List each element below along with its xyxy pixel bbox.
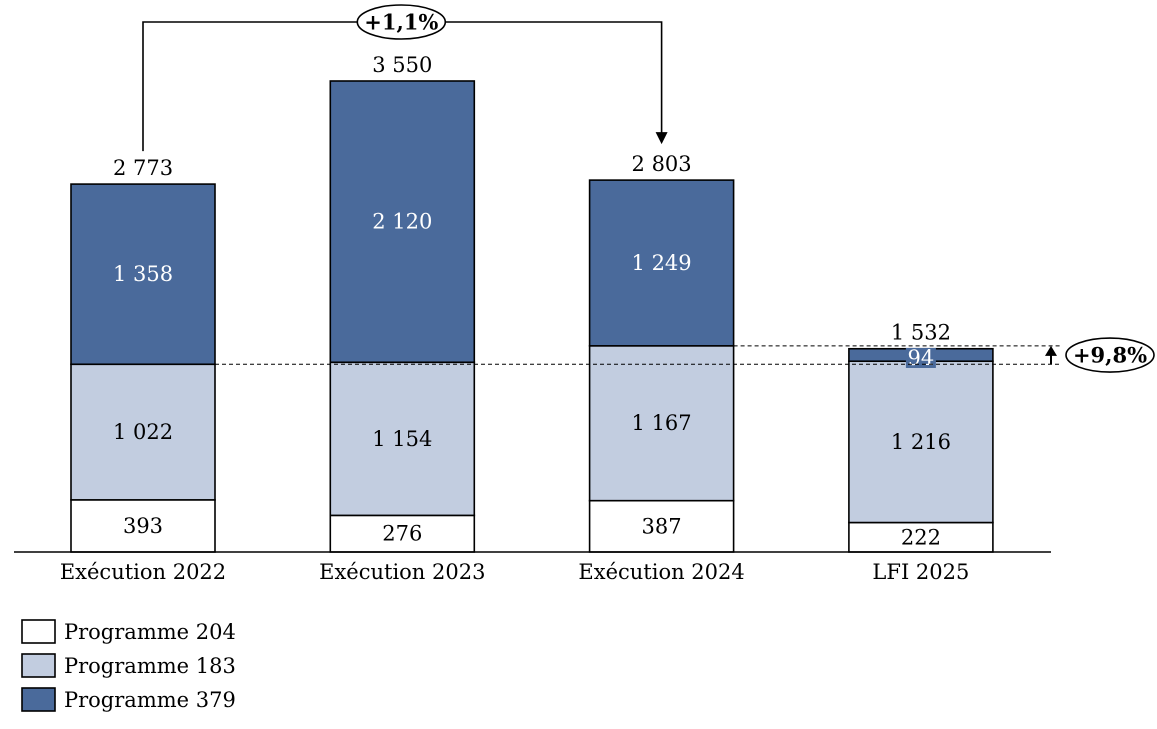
total-labels-group: 2 773 3 550 2 803 1 532	[113, 53, 951, 345]
segment-value-label: 94	[908, 346, 935, 370]
arrow-up-icon	[1045, 345, 1057, 356]
small-segment-label-box	[905, 347, 936, 368]
x-tick-label: LFI 2025	[872, 560, 969, 584]
bars-group	[70, 80, 994, 553]
legend-label: Programme 204	[64, 620, 236, 644]
legend-swatch	[21, 687, 56, 712]
bar-total-label: 3 550	[372, 53, 432, 77]
segment-value-label: 1 154	[372, 427, 432, 451]
bar-segment-programme-183	[70, 363, 216, 501]
growth-badge-ellipse	[1065, 337, 1155, 373]
segment-value-label: 1 358	[113, 262, 173, 286]
segment-value-label: 1 167	[632, 411, 692, 435]
bar-total-label: 1 532	[891, 321, 951, 345]
segment-value-label: 1 249	[632, 251, 692, 275]
bar-segment-programme-379	[70, 183, 216, 366]
arrow-down-icon	[655, 132, 668, 145]
bar-total-label: 2 803	[632, 152, 692, 176]
segment-labels-group: 393 1 022 1 358 276 1 154 2 120 387 1 167 1 249 2…	[113, 210, 951, 550]
segment-value-label: 222	[901, 525, 941, 549]
legend-swatch	[21, 619, 56, 644]
segment-value-label: 2 120	[372, 210, 432, 234]
legend: Programme 204 Programme 183 Programme 379	[21, 619, 236, 712]
bar-segment-programme-379	[588, 179, 735, 347]
growth-annotation-2: +9,8%	[215, 337, 1155, 373]
x-tick-label: Exécution 2023	[319, 560, 485, 584]
bar-segment-programme-379	[329, 80, 476, 364]
growth-badge-text: +9,8%	[1073, 343, 1147, 368]
legend-swatch	[21, 653, 56, 678]
growth-annotation-1: +1,1%	[142, 4, 668, 152]
segment-value-label: 276	[382, 522, 422, 546]
bar-total-label: 2 773	[113, 156, 173, 180]
bar-segment-programme-204	[329, 514, 476, 553]
legend-label: Programme 379	[64, 688, 236, 712]
segment-value-label: 1 216	[891, 430, 951, 454]
bar-segment-programme-183	[329, 361, 476, 517]
x-tick-labels-group: Exécution 2022 Exécution 2023 Exécution 20…	[60, 560, 970, 584]
bar-segment-programme-183	[848, 360, 994, 524]
bar-segment-programme-204	[70, 499, 216, 553]
x-tick-label: Exécution 2024	[578, 560, 744, 584]
segment-value-label: 393	[123, 514, 163, 538]
growth-badge-ellipse	[356, 4, 447, 40]
segment-value-label: 1 022	[113, 420, 173, 444]
growth-badge-text: +1,1%	[364, 10, 438, 35]
bar-segment-programme-183	[588, 345, 735, 502]
bar-segment-programme-204	[848, 521, 994, 553]
legend-label: Programme 183	[64, 654, 236, 678]
segment-value-label: 387	[642, 514, 682, 538]
x-tick-label: Exécution 2022	[60, 560, 226, 584]
